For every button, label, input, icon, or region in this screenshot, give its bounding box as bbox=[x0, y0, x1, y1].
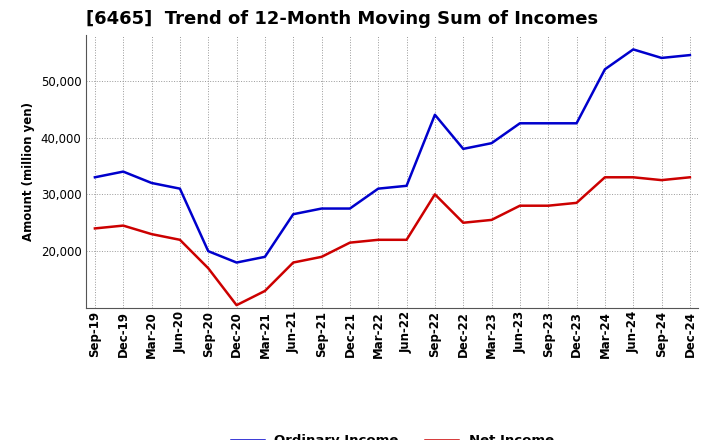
Net Income bbox=[685, 175, 694, 180]
Net Income bbox=[148, 231, 156, 237]
Net Income bbox=[346, 240, 354, 245]
Ordinary Income bbox=[402, 183, 411, 188]
Ordinary Income bbox=[459, 146, 467, 151]
Ordinary Income bbox=[487, 140, 496, 146]
Net Income bbox=[487, 217, 496, 223]
Net Income bbox=[261, 288, 269, 293]
Net Income bbox=[402, 237, 411, 242]
Net Income bbox=[374, 237, 382, 242]
Net Income bbox=[176, 237, 184, 242]
Ordinary Income bbox=[261, 254, 269, 260]
Text: [6465]  Trend of 12-Month Moving Sum of Incomes: [6465] Trend of 12-Month Moving Sum of I… bbox=[86, 10, 598, 28]
Y-axis label: Amount (million yen): Amount (million yen) bbox=[22, 102, 35, 241]
Net Income bbox=[91, 226, 99, 231]
Net Income bbox=[119, 223, 127, 228]
Ordinary Income bbox=[346, 206, 354, 211]
Net Income bbox=[572, 200, 581, 205]
Ordinary Income bbox=[685, 52, 694, 58]
Net Income bbox=[318, 254, 326, 260]
Ordinary Income bbox=[516, 121, 524, 126]
Net Income bbox=[289, 260, 297, 265]
Ordinary Income bbox=[119, 169, 127, 174]
Net Income bbox=[431, 192, 439, 197]
Net Income bbox=[459, 220, 467, 225]
Ordinary Income bbox=[233, 260, 241, 265]
Net Income bbox=[544, 203, 552, 209]
Legend: Ordinary Income, Net Income: Ordinary Income, Net Income bbox=[225, 429, 559, 440]
Ordinary Income bbox=[148, 180, 156, 186]
Ordinary Income bbox=[572, 121, 581, 126]
Ordinary Income bbox=[544, 121, 552, 126]
Ordinary Income bbox=[629, 47, 637, 52]
Line: Ordinary Income: Ordinary Income bbox=[95, 49, 690, 263]
Ordinary Income bbox=[318, 206, 326, 211]
Net Income bbox=[657, 177, 666, 183]
Line: Net Income: Net Income bbox=[95, 177, 690, 305]
Net Income bbox=[516, 203, 524, 209]
Ordinary Income bbox=[431, 112, 439, 117]
Ordinary Income bbox=[657, 55, 666, 61]
Ordinary Income bbox=[600, 66, 609, 72]
Ordinary Income bbox=[91, 175, 99, 180]
Ordinary Income bbox=[374, 186, 382, 191]
Net Income bbox=[629, 175, 637, 180]
Net Income bbox=[204, 266, 212, 271]
Net Income bbox=[600, 175, 609, 180]
Net Income bbox=[233, 303, 241, 308]
Ordinary Income bbox=[289, 212, 297, 217]
Ordinary Income bbox=[176, 186, 184, 191]
Ordinary Income bbox=[204, 249, 212, 254]
